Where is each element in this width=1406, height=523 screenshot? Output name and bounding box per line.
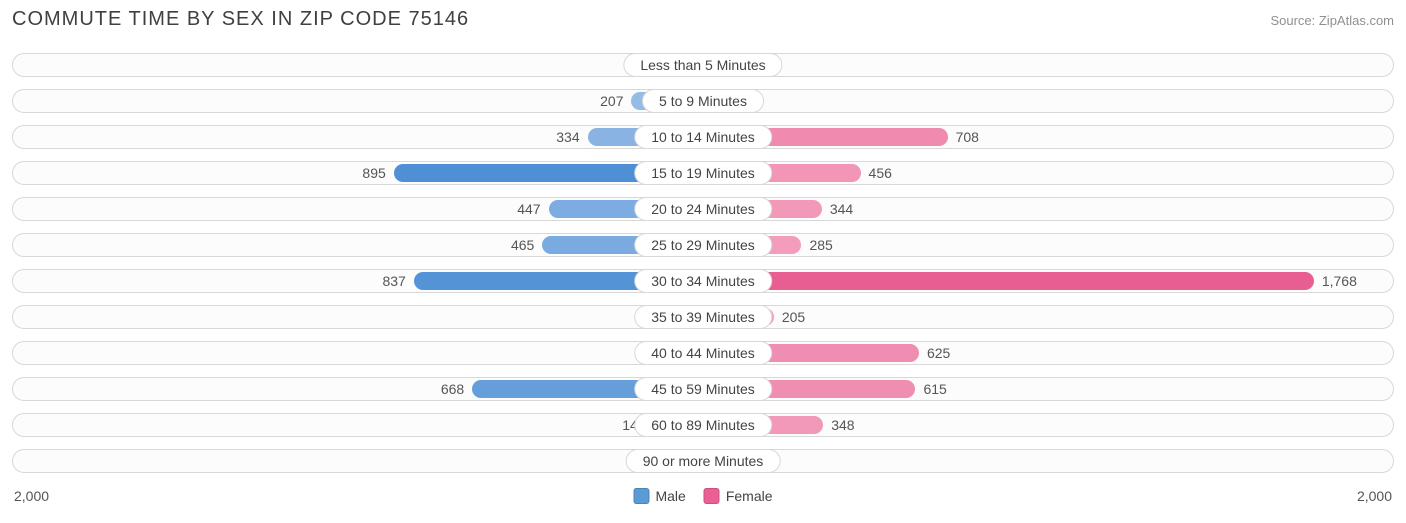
legend-label-male: Male	[655, 488, 685, 504]
chart-row: 668 615 45 to 59 Minutes	[12, 372, 1394, 406]
chart-row: 657890 or more Minutes	[12, 444, 1394, 478]
chart-row: 895 456 15 to 19 Minutes	[12, 156, 1394, 190]
chart-row: 837 1,768 30 to 34 Minutes	[12, 264, 1394, 298]
chart-rows: 720Less than 5 Minutes207765 to 9 Minute…	[12, 48, 1394, 478]
female-bar	[703, 272, 1314, 290]
male-value: 668	[441, 380, 464, 398]
legend-label-female: Female	[726, 488, 773, 504]
male-value: 465	[511, 236, 534, 254]
category-label: 15 to 19 Minutes	[634, 161, 772, 185]
axis-max-right: 2,000	[1357, 488, 1392, 504]
legend-swatch-female	[704, 488, 720, 504]
male-value: 334	[556, 128, 579, 146]
commute-chart: COMMUTE TIME BY SEX IN ZIP CODE 75146 So…	[0, 0, 1406, 523]
female-value: 708	[956, 128, 979, 146]
female-value: 285	[809, 236, 832, 254]
category-label: 5 to 9 Minutes	[642, 89, 764, 113]
female-value: 205	[782, 308, 805, 326]
legend-male: Male	[633, 488, 685, 504]
female-value: 348	[831, 416, 854, 434]
category-label: 20 to 24 Minutes	[634, 197, 772, 221]
female-value: 615	[923, 380, 946, 398]
legend-female: Female	[704, 488, 773, 504]
female-value: 344	[830, 200, 853, 218]
female-value: 456	[869, 164, 892, 182]
category-label: 90 or more Minutes	[626, 449, 781, 473]
category-label: 30 to 34 Minutes	[634, 269, 772, 293]
male-value: 447	[517, 200, 540, 218]
chart-header: COMMUTE TIME BY SEX IN ZIP CODE 75146 So…	[12, 8, 1394, 48]
category-label: 40 to 44 Minutes	[634, 341, 772, 365]
chart-footer: 2,000 Male Female 2,000	[12, 484, 1394, 508]
category-label: Less than 5 Minutes	[623, 53, 782, 77]
category-label: 45 to 59 Minutes	[634, 377, 772, 401]
chart-title: COMMUTE TIME BY SEX IN ZIP CODE 75146	[12, 8, 469, 31]
chart-row: 207765 to 9 Minutes	[12, 84, 1394, 118]
chart-row: 720Less than 5 Minutes	[12, 48, 1394, 82]
legend-swatch-male	[633, 488, 649, 504]
category-label: 35 to 39 Minutes	[634, 305, 772, 329]
male-value: 207	[600, 92, 623, 110]
chart-row: 447 344 20 to 24 Minutes	[12, 192, 1394, 226]
chart-row: 14334860 to 89 Minutes	[12, 408, 1394, 442]
category-label: 25 to 29 Minutes	[634, 233, 772, 257]
male-value: 837	[382, 272, 405, 290]
chart-row: 1562540 to 44 Minutes	[12, 336, 1394, 370]
chart-source: Source: ZipAtlas.com	[1270, 13, 1394, 28]
chart-row: 465 285 25 to 29 Minutes	[12, 228, 1394, 262]
female-value: 625	[927, 344, 950, 362]
category-label: 10 to 14 Minutes	[634, 125, 772, 149]
axis-max-left: 2,000	[14, 488, 49, 504]
chart-row: 10120535 to 39 Minutes	[12, 300, 1394, 334]
male-value: 895	[362, 164, 385, 182]
chart-legend: Male Female	[633, 488, 772, 504]
category-label: 60 to 89 Minutes	[634, 413, 772, 437]
chart-row: 334 708 10 to 14 Minutes	[12, 120, 1394, 154]
female-value: 1,768	[1322, 272, 1357, 290]
